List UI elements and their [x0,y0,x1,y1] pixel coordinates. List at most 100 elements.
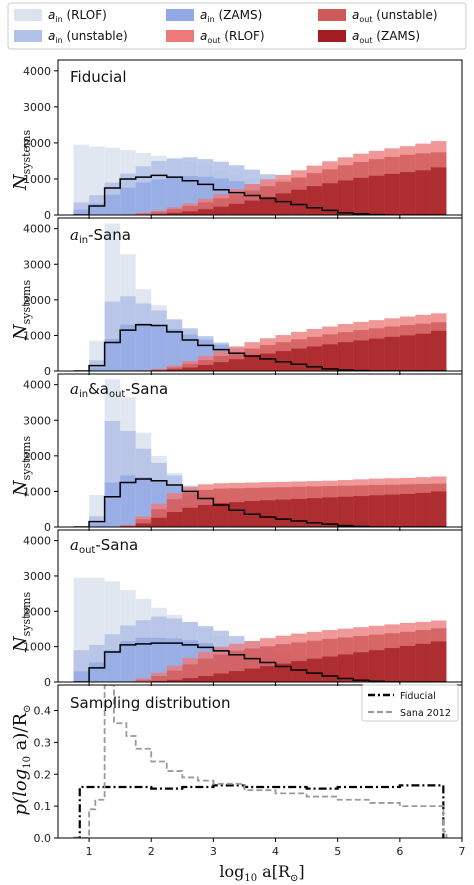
panel-title-ain-sana: ain-Sana [70,226,131,246]
bar [430,330,447,371]
bar [166,209,183,215]
panel-4: 0 1000 2000 3000 4000 [23,529,463,689]
ytick-label: 0 [44,676,51,689]
bar [337,180,354,215]
plot-area [73,379,447,527]
bar [306,658,323,682]
legend-swatch-aout-zams [318,30,346,42]
bar [135,477,152,527]
bar [368,175,385,215]
panel-1: 0 1000 2000 3000 4000 [23,59,463,222]
bar [260,500,276,527]
bar [151,213,167,215]
bar [197,209,214,215]
bar [73,671,90,682]
panel-title-aout-sana: aout-Sana [70,536,138,556]
axes-frame [57,59,463,216]
legend-swatch-ain-unstable [14,30,42,42]
bar [337,496,354,527]
bar [260,666,276,682]
bar [182,664,198,682]
legend-swatch-aout-rlof [166,30,194,42]
bar [120,187,136,215]
ytick-label: 2000 [23,294,51,307]
plot-area [73,223,447,371]
bar [322,497,338,527]
ytick-label: 2000 [23,450,51,463]
bar [135,182,152,215]
bar [368,338,385,371]
outline-step [73,174,447,215]
ytick-label: 0.0 [34,832,52,845]
bar [306,498,323,527]
ytick-label: 0.4 [34,705,52,718]
ytick-label: 2000 [23,137,51,150]
bar [135,679,152,682]
xlabel: log10 a[R⊙] [219,862,304,884]
bar [291,661,307,682]
axes-frame [57,217,463,372]
bar [384,494,400,527]
bar [104,650,121,682]
bar [166,329,183,371]
legend-label-ain-unstable: ain (unstable) [48,29,128,45]
bar [197,364,214,371]
bar [151,179,167,215]
ytick-label: 3000 [23,258,51,271]
bar [166,512,183,527]
bar [135,637,152,682]
bar [120,641,136,682]
sampling-legend: Fiducial Sana 2012 [361,684,459,722]
legend-swatch-aout-unstable [318,9,346,21]
ytick-label: 0.2 [34,768,52,781]
bar [353,177,369,215]
ytick-label: 0 [44,209,51,222]
bar [151,680,167,682]
bar [353,652,369,682]
bar [213,673,229,682]
legend-label-ain-zams: ain (ZAMS) [200,8,262,24]
xtick-label: 1 [86,845,93,858]
series-a-out-zams- [120,491,447,527]
bar [182,507,198,527]
bar [260,353,276,371]
xtick-label: 7 [459,845,466,858]
bar [322,183,338,215]
bar [337,342,354,371]
ytick-label: 4000 [23,223,51,236]
legend-label-aout-rlof: aout (RLOF) [200,29,265,45]
panel-title-ain-aout-sana: ain&aout-Sana [70,380,168,400]
panel-3: 0 1000 2000 3000 4000 [23,373,463,534]
ytick-label: 1000 [23,329,51,342]
bar [306,186,323,215]
bar [384,648,400,682]
bar [166,177,183,215]
axes-frame [57,373,463,528]
ylabel-sampling: p(log10 a)/R⊙ [10,705,33,816]
bar [120,324,136,371]
ytick-label: 1000 [23,173,51,186]
bar [197,504,214,527]
bar [135,523,152,527]
bar [322,656,338,682]
bar [275,193,292,215]
bar [430,491,447,527]
bar [135,322,152,371]
bar [291,348,307,371]
axes-frame [57,529,463,683]
step-sana-2012 [73,685,448,838]
bar [73,144,90,215]
ytick-label: 1000 [23,641,51,654]
bar [430,167,447,215]
legend-label-ain-rlof: ain (RLOF) [48,8,107,24]
bar [384,336,400,371]
legend-swatch-ain-rlof [14,9,42,21]
bar [166,679,183,682]
bar [275,499,292,527]
bar [415,643,431,682]
bar [353,340,369,371]
ytick-label: 4000 [23,65,51,78]
ytick-label: 0.3 [34,736,52,749]
bar [89,662,105,682]
